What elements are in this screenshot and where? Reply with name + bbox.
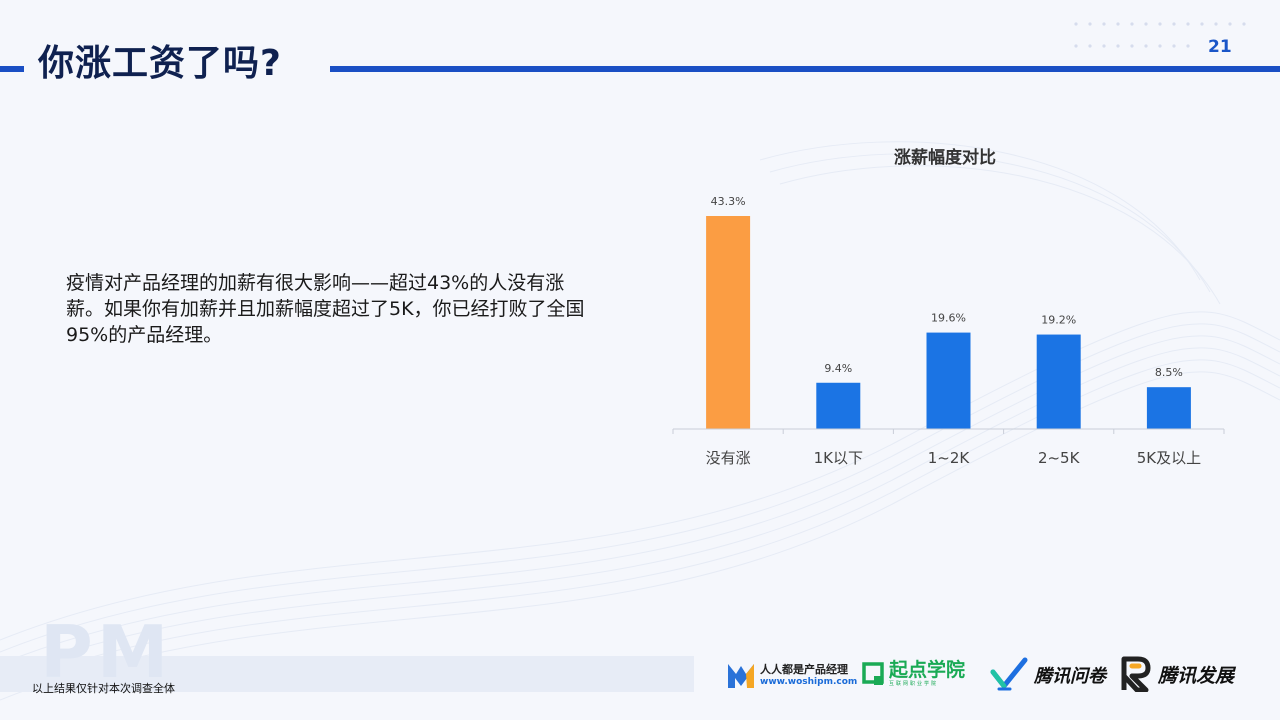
tencent-fazhan-logo: 腾讯发展 [1120, 656, 1234, 692]
summary-text: 疫情对产品经理的加薪有很大影响——超过43%的人没有涨薪。如果你有加薪并且加薪幅… [66, 272, 585, 346]
bar-4 [1036, 334, 1081, 429]
woshipm-url: www.woshipm.com [760, 676, 858, 687]
x-axis-ticks [672, 429, 1225, 434]
value-label: 19.6% [931, 312, 966, 325]
footer-band [0, 656, 694, 692]
value-label: 9.4% [824, 362, 852, 375]
qidian-subtitle: 互联网职业学院 [889, 681, 939, 687]
pm-watermark: PM [40, 610, 173, 694]
page-number: 21 [1208, 37, 1232, 57]
qidian-q-icon [862, 662, 884, 685]
value-label: 19.2% [1041, 314, 1076, 327]
woshipm-name: 人人都是产品经理 [760, 662, 848, 676]
tencent-wenjuan-logo: 腾讯问卷 [990, 656, 1106, 694]
tencent-wenjuan-name: 腾讯问卷 [1034, 666, 1106, 687]
tencent-fazhan-name: 腾讯发展 [1158, 664, 1235, 687]
qidian-name: 起点学院 [889, 659, 966, 681]
category-label: 没有涨 [706, 449, 751, 467]
footnote: 以上结果仅针对本次调查全体 [32, 682, 175, 695]
bars [706, 216, 1191, 429]
bar-3 [926, 332, 971, 429]
bar-1 [706, 216, 751, 429]
category-labels: 没有涨 1K以下 1~2K 2~5K 5K及以上 [706, 449, 1202, 467]
tencent-fazhan-icon [1121, 656, 1151, 692]
woshipm-m-icon [728, 664, 754, 688]
value-label: 43.3% [711, 195, 746, 208]
qidian-logo: 起点学院 互联网职业学院 [862, 660, 965, 688]
bar-5 [1146, 387, 1191, 429]
value-label: 8.5% [1155, 366, 1183, 379]
value-labels: 43.3% 9.4% 19.6% 19.2% 8.5% [711, 195, 1183, 379]
category-label: 1~2K [928, 449, 971, 467]
category-label: 5K及以上 [1137, 449, 1201, 467]
dot-grid-decoration [1074, 22, 1246, 48]
chart-title: 涨薪幅度对比 [894, 147, 996, 168]
header-accent-bar-left [0, 66, 24, 72]
category-label: 2~5K [1038, 449, 1081, 467]
page-title: 你涨工资了吗? [38, 43, 282, 84]
woshipm-logo: 人人都是产品经理 www.woshipm.com [726, 660, 857, 690]
category-label: 1K以下 [814, 449, 863, 467]
checkmark-icon [990, 657, 1028, 691]
header-accent-bar-right [330, 66, 1280, 72]
bar-2 [816, 382, 861, 429]
raise-comparison-chart: 涨薪幅度对比 43.3% 9.4% 19.6% 19.2% 8.5% 没有涨 1K以下 1~… [672, 147, 1225, 467]
